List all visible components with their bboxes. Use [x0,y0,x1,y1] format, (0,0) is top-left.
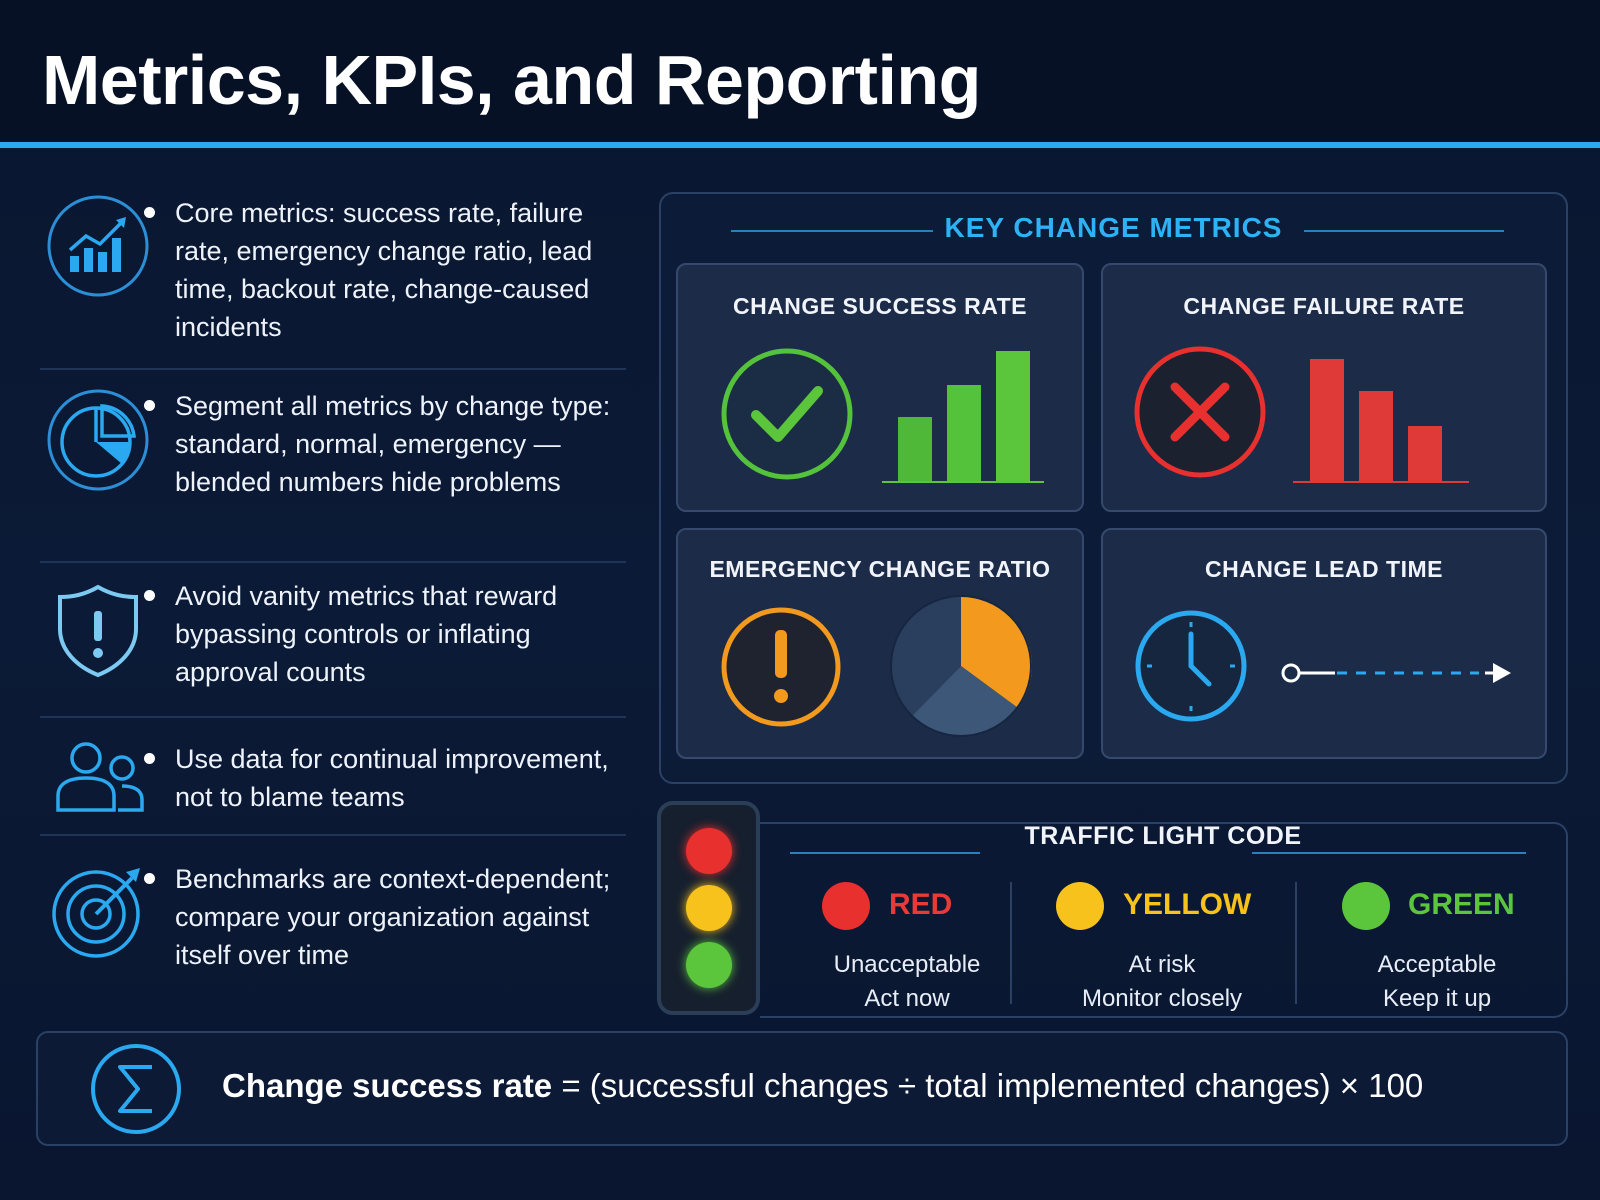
emergency-pie-chart [890,595,1033,737]
legend-line-1: Unacceptable [833,951,981,978]
legend-name: RED [889,888,953,921]
legend-line-1: At risk [1128,951,1196,978]
legend-line-2: Monitor closely [1081,985,1243,1012]
legend-item-red: RED Unacceptable Act now [776,874,1038,1012]
legend-item-green: GREEN Acceptable Keep it up [1306,874,1568,1012]
red-dot [822,882,870,930]
card-change-success-rate: CHANGE SUCCESS RATE [676,263,1084,512]
red-light [686,828,732,874]
traffic-light-legend: TRAFFIC LIGHT CODE RED Unacceptable Act … [760,822,1568,1018]
page-title: Metrics, KPIs, and Reporting [42,41,981,119]
legend-description: Unacceptable Act now [776,948,1038,1016]
timeline-arrow [1281,663,1511,683]
legend-line-2: Act now [864,985,950,1012]
success-bars [882,351,1044,483]
divider [1010,882,1012,1004]
clock-icon [1135,610,1247,722]
trend-chart-icon [47,195,149,297]
divider [790,852,980,854]
formula-text: Change success rate = (successful change… [222,1067,1423,1105]
green-dot [1342,882,1390,930]
point-text: Benchmarks are context-dependent; compar… [144,860,630,974]
yellow-dot [1056,882,1104,930]
legend-line-1: Acceptable [1377,951,1497,978]
x-circle-icon [1134,346,1266,478]
users-icon [56,742,144,812]
list-item: Core metrics: success rate, failure rate… [40,178,626,370]
point-text: Avoid vanity metrics that reward bypassi… [144,577,630,691]
exclamation-circle-icon [721,607,841,727]
list-item: Avoid vanity metrics that reward bypassi… [40,563,626,718]
legend-description: At risk Monitor closely [1031,948,1293,1016]
lead-time-visual [1135,610,1511,722]
checkmark-circle-icon [721,348,853,480]
yellow-light [686,885,732,931]
point-text: Segment all metrics by change type: stan… [144,387,630,501]
legend-item-yellow: YELLOW At risk Monitor closely [1031,874,1293,1012]
card-emergency-change-ratio: EMERGENCY CHANGE RATIO [676,528,1084,759]
legend-name: YELLOW [1123,888,1252,921]
failure-visual [1134,346,1469,483]
card-change-failure-rate: CHANGE FAILURE RATE [1101,263,1547,512]
divider [731,230,933,232]
point-text: Core metrics: success rate, failure rate… [144,194,630,346]
sigma-icon [91,1044,181,1134]
panel-title: KEY CHANGE METRICS [944,212,1283,243]
target-icon [52,868,140,958]
card-title: EMERGENCY CHANGE RATIO [709,556,1051,582]
key-points-list: Core metrics: success rate, failure rate… [40,178,626,996]
key-metrics-panel: KEY CHANGE METRICS CHANGE SUCCESS RATE C… [659,192,1568,784]
shield-alert-icon [58,584,138,678]
card-title: CHANGE FAILURE RATE [1183,293,1465,319]
legend-description: Acceptable Keep it up [1306,948,1568,1016]
list-item: Use data for continual improvement, not … [40,718,626,836]
pie-chart-icon [47,389,149,491]
card-change-lead-time: CHANGE LEAD TIME [1101,528,1547,759]
legend-name: GREEN [1408,888,1515,921]
success-visual [721,348,1044,483]
divider [1304,230,1504,232]
legend-title: TRAFFIC LIGHT CODE [1024,822,1302,850]
divider [1295,882,1297,1004]
list-item: Benchmarks are context-dependent; compar… [40,836,626,996]
list-item: Segment all metrics by change type: stan… [40,370,626,563]
divider [1252,852,1526,854]
formula-bar: Change success rate = (successful change… [36,1031,1568,1146]
card-title: CHANGE LEAD TIME [1205,556,1443,582]
traffic-light-graphic [657,801,760,1015]
card-title: CHANGE SUCCESS RATE [732,293,1028,319]
green-light [686,942,732,988]
failure-bars [1293,359,1469,483]
formula-expression: = (successful changes ÷ total implemente… [552,1067,1424,1104]
emergency-visual [721,595,1033,737]
formula-label: Change success rate [222,1067,553,1104]
header: Metrics, KPIs, and Reporting [0,0,1600,148]
point-text: Use data for continual improvement, not … [144,740,630,816]
legend-line-2: Keep it up [1382,985,1492,1012]
